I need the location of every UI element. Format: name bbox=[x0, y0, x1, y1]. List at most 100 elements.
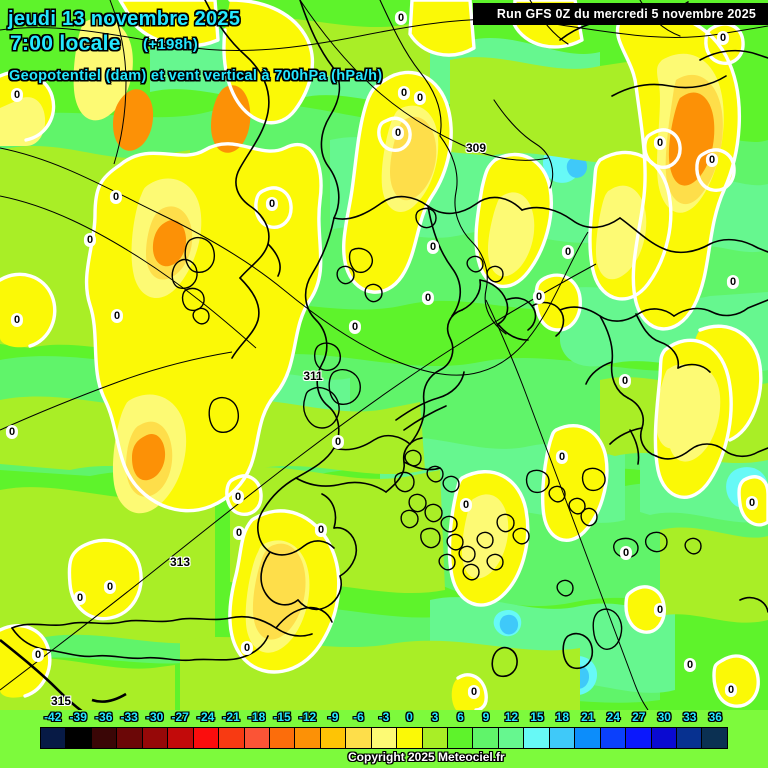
forecast-time: 7:00 locale bbox=[10, 32, 121, 55]
zero-contour-label: 0 bbox=[6, 426, 18, 438]
color-swatch bbox=[524, 728, 550, 748]
color-swatch bbox=[600, 728, 627, 748]
color-swatch bbox=[651, 728, 677, 748]
color-scale-tick: 0 bbox=[406, 710, 413, 724]
color-swatch bbox=[295, 728, 321, 748]
color-swatch bbox=[117, 728, 143, 748]
geopotential-label: 309 bbox=[465, 141, 487, 155]
color-scale-tick: 36 bbox=[708, 710, 722, 724]
color-swatch bbox=[448, 728, 474, 748]
color-swatch bbox=[473, 728, 499, 748]
color-swatch bbox=[575, 728, 601, 748]
color-swatch bbox=[91, 728, 118, 748]
color-scale-tick: 27 bbox=[632, 710, 646, 724]
color-scale-tick: 30 bbox=[657, 710, 671, 724]
zero-contour-label: 0 bbox=[241, 642, 253, 654]
forecast-lead-time: (+198h) bbox=[143, 36, 199, 53]
parameter-label: Geopotentiel (dam) et vent vertical à 70… bbox=[9, 68, 383, 84]
color-scale-tick: -9 bbox=[327, 710, 339, 724]
color-swatch bbox=[66, 728, 92, 748]
zero-contour-label: 0 bbox=[110, 191, 122, 203]
color-swatch bbox=[168, 728, 194, 748]
color-swatch bbox=[549, 728, 576, 748]
color-scale-tick: 33 bbox=[683, 710, 697, 724]
color-scale-tick: 18 bbox=[555, 710, 570, 724]
zero-contour-label: 0 bbox=[392, 127, 404, 139]
color-scale-tick: -12 bbox=[298, 710, 317, 724]
forecast-date: jeudi 13 novembre 2025 bbox=[8, 8, 241, 30]
color-swatch bbox=[193, 728, 220, 748]
zero-contour-label: 0 bbox=[562, 246, 574, 258]
zero-contour-label: 0 bbox=[104, 581, 116, 593]
zero-contour-label: 0 bbox=[11, 89, 23, 101]
field-band-orange-strong bbox=[113, 85, 715, 481]
color-swatch bbox=[371, 728, 398, 748]
zero-contour-label: 0 bbox=[232, 491, 244, 503]
zero-contour-label: 0 bbox=[32, 649, 44, 661]
color-scale-tick: -3 bbox=[378, 710, 390, 724]
weather-map-canvas[interactable]: 0 0 0 0 0 0 0 0 0 0 0 0 0 0 0 0 0 0 0 0 0 0 0 0 0 0 0 0 0 0 0 0 0 0 0 0 0 30… bbox=[0, 0, 768, 710]
zero-contour-label: 0 bbox=[620, 547, 632, 559]
geopotential-label: 313 bbox=[169, 555, 191, 569]
color-swatch bbox=[219, 728, 245, 748]
zero-contour-label: 0 bbox=[654, 604, 666, 616]
color-scale-tick: -24 bbox=[196, 710, 215, 724]
color-scale-tick: 15 bbox=[530, 710, 544, 724]
zero-contour-label: 0 bbox=[684, 659, 696, 671]
zero-contour-label: 0 bbox=[315, 524, 327, 536]
zero-contour-label: 0 bbox=[654, 137, 666, 149]
zero-contour-label: 0 bbox=[11, 314, 23, 326]
color-scale-tick: -30 bbox=[145, 710, 164, 724]
color-scale-bar[interactable] bbox=[40, 727, 728, 749]
color-scale-tick: 9 bbox=[482, 710, 490, 724]
color-swatch bbox=[498, 728, 525, 748]
zero-contour-label: 0 bbox=[398, 87, 410, 99]
color-swatch bbox=[269, 728, 296, 748]
geopotential-label: 315 bbox=[50, 694, 72, 708]
color-scale-tick: 24 bbox=[606, 710, 621, 724]
zero-contour-label: 0 bbox=[725, 684, 737, 696]
color-scale-tick: -27 bbox=[171, 710, 189, 724]
zero-contour-label: 0 bbox=[266, 198, 278, 210]
color-swatch bbox=[346, 728, 372, 748]
zero-contour-label: 0 bbox=[706, 154, 718, 166]
color-scale-tick: 6 bbox=[457, 710, 464, 724]
geopotential-contours bbox=[0, 0, 768, 710]
geopotential-contour-scalearea bbox=[91, 692, 127, 703]
color-swatch bbox=[626, 728, 652, 748]
color-scale-tick: -6 bbox=[353, 710, 364, 724]
color-swatch bbox=[41, 728, 67, 748]
zero-contour-label: 0 bbox=[233, 527, 245, 539]
color-scale-tick: -18 bbox=[247, 710, 266, 724]
zero-contour-label: 0 bbox=[717, 32, 729, 44]
color-swatch bbox=[702, 728, 727, 748]
geopotential-label: 311 bbox=[303, 369, 323, 383]
zero-contour-label: 0 bbox=[332, 436, 344, 448]
zero-contour-label: 0 bbox=[533, 291, 545, 303]
zero-contour-label: 0 bbox=[727, 276, 739, 288]
zero-contour-label: 0 bbox=[111, 310, 123, 322]
color-scale-tick: -33 bbox=[120, 710, 138, 724]
map-field-svg bbox=[0, 0, 768, 710]
color-swatch bbox=[142, 728, 169, 748]
color-swatch bbox=[397, 728, 423, 748]
color-scale-tick: -15 bbox=[273, 710, 291, 724]
color-scale-tick: 12 bbox=[504, 710, 519, 724]
color-swatch bbox=[676, 728, 703, 748]
zero-contour-label: 0 bbox=[746, 497, 758, 509]
zero-contour-lines bbox=[0, 0, 768, 710]
zero-contour-label: 0 bbox=[414, 92, 426, 104]
zero-contour-label: 0 bbox=[619, 375, 631, 387]
zero-contour-label: 0 bbox=[74, 592, 86, 604]
color-scale-legend: -42 -39 -36 -33 -30 -27 -24 -21 -18 -15 -12 -9 -6 -3 0… bbox=[0, 710, 768, 768]
zero-contour-label: 0 bbox=[349, 321, 361, 333]
color-scale-tick: -42 bbox=[44, 710, 62, 724]
coastlines bbox=[11, 0, 768, 678]
color-swatch bbox=[422, 728, 448, 748]
zero-contour-label: 0 bbox=[460, 499, 472, 511]
color-scale-tick: 3 bbox=[431, 710, 439, 724]
zero-contour-label: 0 bbox=[84, 234, 96, 246]
zero-contour-label: 0 bbox=[468, 686, 480, 698]
zero-contour-label: 0 bbox=[395, 12, 407, 24]
